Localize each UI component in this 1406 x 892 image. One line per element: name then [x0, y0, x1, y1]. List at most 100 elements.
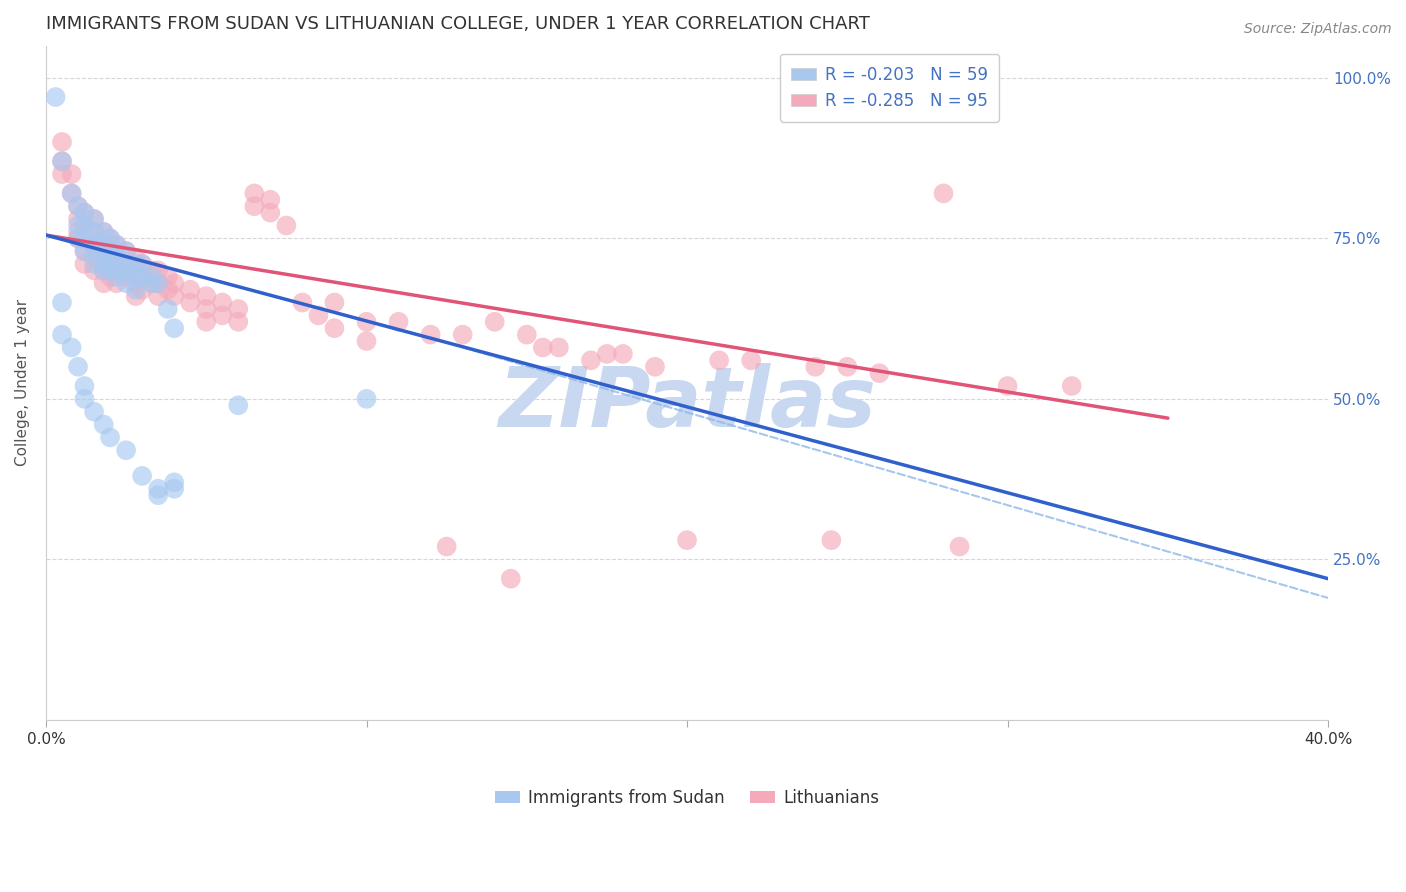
Point [66, 212, 89, 227]
Point [93, 277, 115, 291]
Point [51, 154, 73, 169]
Point [60, 186, 83, 201]
Point [131, 283, 153, 297]
Point [596, 347, 619, 361]
Point [66, 231, 89, 245]
Point [243, 199, 266, 213]
Point [93, 263, 115, 277]
Point [93, 417, 115, 432]
Point [125, 251, 148, 265]
Point [83, 225, 105, 239]
Point [93, 237, 115, 252]
Point [163, 277, 186, 291]
Point [146, 277, 169, 291]
Point [356, 334, 378, 348]
Point [997, 379, 1019, 393]
Point [93, 251, 115, 265]
Point [1060, 379, 1083, 393]
Point [259, 193, 281, 207]
Point [45, 90, 67, 104]
Point [146, 263, 169, 277]
Point [451, 327, 474, 342]
Point [243, 186, 266, 201]
Point [163, 289, 186, 303]
Point [179, 283, 201, 297]
Point [516, 327, 538, 342]
Point [51, 167, 73, 181]
Point [115, 244, 138, 259]
Point [146, 488, 169, 502]
Point [156, 283, 179, 297]
Point [51, 135, 73, 149]
Point [73, 231, 96, 245]
Point [93, 225, 115, 239]
Point [73, 231, 96, 245]
Point [93, 244, 115, 259]
Point [547, 341, 569, 355]
Point [195, 301, 218, 316]
Point [226, 398, 249, 412]
Point [83, 212, 105, 227]
Point [387, 315, 409, 329]
Point [66, 225, 89, 239]
Point [291, 295, 314, 310]
Point [156, 301, 179, 316]
Point [83, 251, 105, 265]
Legend: Immigrants from Sudan, Lithuanians: Immigrants from Sudan, Lithuanians [488, 782, 886, 814]
Text: IMMIGRANTS FROM SUDAN VS LITHUANIAN COLLEGE, UNDER 1 YEAR CORRELATION CHART: IMMIGRANTS FROM SUDAN VS LITHUANIAN COLL… [46, 15, 870, 33]
Point [740, 353, 762, 368]
Point [141, 269, 163, 284]
Point [125, 269, 148, 284]
Point [83, 237, 105, 252]
Point [60, 186, 83, 201]
Point [163, 475, 186, 490]
Point [105, 251, 128, 265]
Point [83, 212, 105, 227]
Point [98, 244, 121, 259]
Point [868, 366, 890, 380]
Point [51, 154, 73, 169]
Point [436, 540, 458, 554]
Point [66, 199, 89, 213]
Point [804, 359, 827, 374]
Point [83, 225, 105, 239]
Point [73, 244, 96, 259]
Point [932, 186, 955, 201]
Point [73, 205, 96, 219]
Point [60, 167, 83, 181]
Text: Source: ZipAtlas.com: Source: ZipAtlas.com [1244, 22, 1392, 37]
Point [73, 379, 96, 393]
Point [125, 277, 148, 291]
Point [531, 341, 554, 355]
Point [820, 533, 842, 548]
Point [105, 269, 128, 284]
Point [211, 309, 233, 323]
Point [105, 263, 128, 277]
Point [125, 263, 148, 277]
Point [73, 219, 96, 233]
Point [98, 269, 121, 284]
Point [131, 269, 153, 284]
Point [115, 269, 138, 284]
Point [93, 257, 115, 271]
Point [73, 205, 96, 219]
Point [115, 257, 138, 271]
Point [146, 277, 169, 291]
Point [73, 392, 96, 406]
Point [195, 315, 218, 329]
Point [93, 237, 115, 252]
Point [125, 257, 148, 271]
Point [276, 219, 298, 233]
Point [51, 295, 73, 310]
Point [141, 263, 163, 277]
Point [93, 225, 115, 239]
Point [163, 321, 186, 335]
Point [179, 295, 201, 310]
Point [499, 572, 522, 586]
Point [141, 277, 163, 291]
Point [644, 359, 666, 374]
Point [837, 359, 859, 374]
Point [105, 277, 128, 291]
Point [131, 257, 153, 271]
Point [676, 533, 699, 548]
